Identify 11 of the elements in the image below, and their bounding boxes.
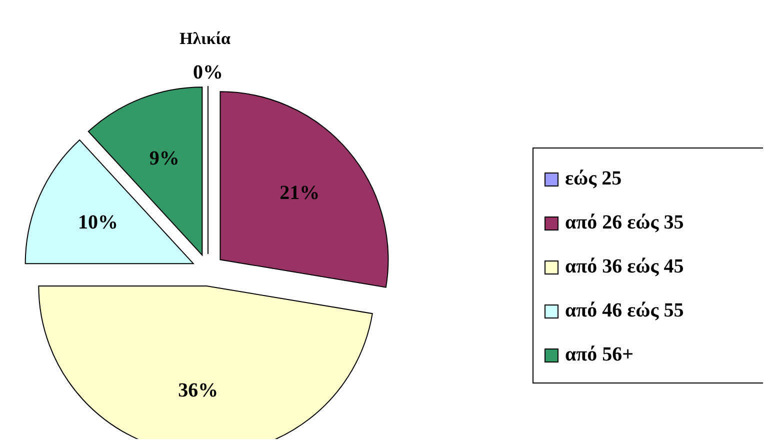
data-label: 21% [280, 182, 320, 204]
chart-title: Ηλικία [179, 29, 232, 48]
data-label: 36% [178, 379, 218, 402]
data-label: 9% [149, 148, 180, 170]
text: 0% [193, 62, 223, 84]
legend-label: από 56+ [565, 344, 634, 366]
legend-label: από 46 εώς 55 [565, 300, 684, 322]
legend-label: εώς 25 [565, 168, 622, 190]
legend-label: από 36 εώς 45 [565, 256, 684, 278]
legend-label: από 26 εώς 35 [565, 212, 684, 234]
data-label: 10% [78, 211, 118, 234]
